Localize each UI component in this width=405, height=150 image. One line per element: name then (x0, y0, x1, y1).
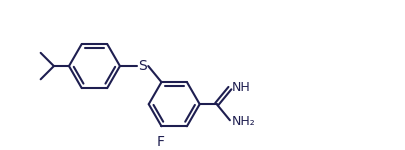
Text: S: S (138, 59, 147, 73)
Text: F: F (156, 135, 164, 149)
Text: NH₂: NH₂ (231, 115, 255, 128)
Text: NH: NH (231, 81, 250, 94)
